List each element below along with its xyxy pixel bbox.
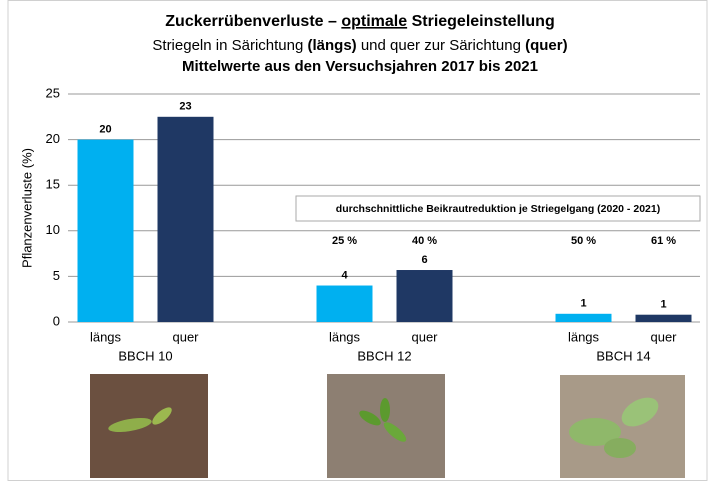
title-part: Striegeleinstellung [407,13,555,30]
subtitle-part: Striegeln in Särichtung [152,37,307,54]
subtitle-2: Mittelwerte aus den Versuchsjahren 2017 … [182,58,538,75]
x-tick-label: längs [568,329,600,344]
bar [397,270,453,322]
title-part: optimale [341,13,407,30]
subtitle-part: (längs) [307,37,356,54]
y-tick-label: 10 [46,222,60,237]
subtitle: Striegeln in Särichtung (längs) und quer… [152,37,567,54]
y-axis-label: Pflanzenverluste (%) [19,148,34,268]
reduction-label: 25 % [332,235,357,247]
y-tick-label: 15 [46,177,60,192]
value-label: 4 [341,269,348,281]
value-label: 1 [660,299,666,311]
bar [317,286,373,322]
photos [90,374,685,478]
group-label: BBCH 14 [596,348,650,363]
bar [556,314,612,322]
reduction-label: 40 % [412,235,437,247]
bar [636,315,692,322]
title-part: Zuckerrübenverluste – [165,13,341,30]
bar [78,140,134,322]
annotation: durchschnittliche Beikrautreduktion je S… [336,203,660,215]
reduction-label: 61 % [651,235,676,247]
reduction-label: 50 % [571,235,596,247]
subtitle-part: (quer) [525,37,568,54]
value-label: 1 [580,298,586,310]
subtitle-part: und quer zur Särichtung [357,37,525,54]
y-tick-label: 25 [46,85,60,100]
chart-title: Zuckerrübenverluste – optimale Striegele… [165,13,554,30]
x-tick-label: quer [411,329,438,344]
y-tick-label: 0 [53,313,60,328]
leaf [380,398,390,422]
photo [90,374,208,478]
x-tick-label: längs [329,329,361,344]
x-tick-label: längs [90,329,122,344]
y-tick-label: 5 [53,268,60,283]
group-label: BBCH 10 [118,348,172,363]
x-tick-label: quer [172,329,199,344]
x-tick-label: quer [650,329,677,344]
value-label: 23 [179,101,191,113]
y-tick-label: 20 [46,131,60,146]
group-label: BBCH 12 [357,348,411,363]
value-label: 6 [421,254,427,266]
bar [158,117,214,322]
leaf [604,438,636,458]
value-label: 20 [99,124,111,136]
chart: Zuckerrübenverluste – optimale Striegele… [0,0,713,481]
